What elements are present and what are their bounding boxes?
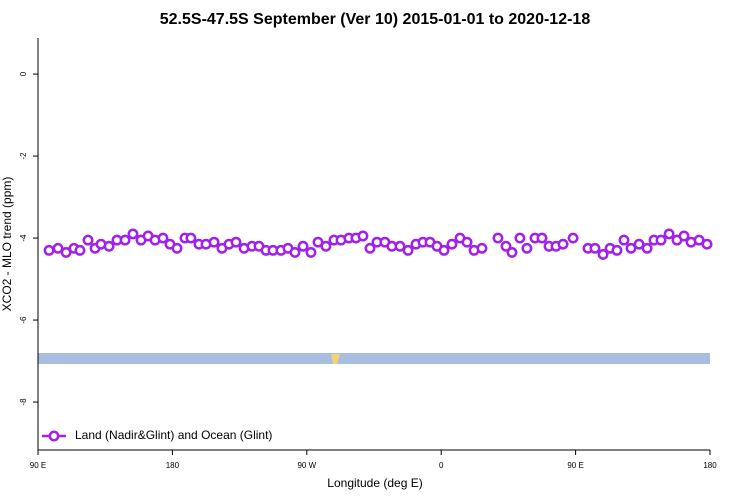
data-point (230, 236, 242, 248)
data-point (208, 236, 220, 248)
surface-band (38, 353, 710, 364)
legend-marker (48, 430, 60, 442)
data-point (394, 240, 406, 252)
data-point (557, 238, 569, 250)
data-point (701, 238, 713, 250)
x-tick-label: 0 (439, 461, 444, 470)
x-axis-label: Longitude (deg E) (327, 476, 422, 490)
data-point (655, 234, 667, 246)
data-point (589, 242, 601, 254)
y-axis-label: XCO2 - MLO trend (ppm) (0, 177, 14, 312)
data-point (297, 240, 309, 252)
data-point (82, 234, 94, 246)
data-point (305, 246, 317, 258)
data-point (693, 234, 705, 246)
data-point (402, 244, 414, 256)
data-point (289, 246, 301, 258)
legend-label: Land (Nadir&Glint) and Ocean (Glint) (75, 428, 272, 442)
x-tick-label: 90 W (297, 461, 316, 470)
data-point (506, 246, 518, 258)
y-tick-label: -8 (19, 398, 28, 406)
data-point (611, 244, 623, 256)
data-point (476, 242, 488, 254)
data-point (678, 230, 690, 242)
data-point (625, 242, 637, 254)
x-tick-label: 90 E (30, 461, 46, 470)
data-point (641, 242, 653, 254)
data-point (500, 240, 512, 252)
data-point (446, 238, 458, 250)
data-point (357, 230, 369, 242)
data-point (312, 236, 324, 248)
data-point (536, 232, 548, 244)
land-patch (331, 354, 340, 364)
y-tick-label: -2 (19, 152, 28, 160)
y-tick-label: -6 (19, 316, 28, 324)
data-point (320, 240, 332, 252)
x-tick-label: 180 (703, 461, 717, 470)
data-point (597, 249, 609, 260)
data-point (364, 242, 376, 254)
x-tick-label: 180 (166, 461, 180, 470)
data-point (185, 232, 197, 244)
data-point (60, 246, 72, 258)
y-tick-label: 0 (19, 71, 28, 76)
data-point (567, 232, 579, 244)
y-tick-label: -4 (19, 234, 28, 242)
x-tick-label: 90 E (567, 461, 583, 470)
data-point (618, 234, 630, 246)
data-point (171, 242, 183, 254)
data-point (74, 244, 86, 256)
data-point (514, 232, 526, 244)
data-point (438, 244, 450, 256)
data-point (663, 228, 675, 240)
data-point (103, 240, 115, 252)
data-point (119, 234, 131, 246)
data-point (157, 232, 169, 244)
data-point (492, 232, 504, 244)
data-point (461, 236, 473, 248)
data-point (521, 242, 533, 254)
data-point (633, 238, 645, 250)
chart-title: 52.5S-47.5S September (Ver 10) 2015-01-0… (160, 11, 591, 28)
data-point (43, 244, 55, 256)
data-point (52, 242, 64, 254)
data-point (127, 228, 139, 240)
